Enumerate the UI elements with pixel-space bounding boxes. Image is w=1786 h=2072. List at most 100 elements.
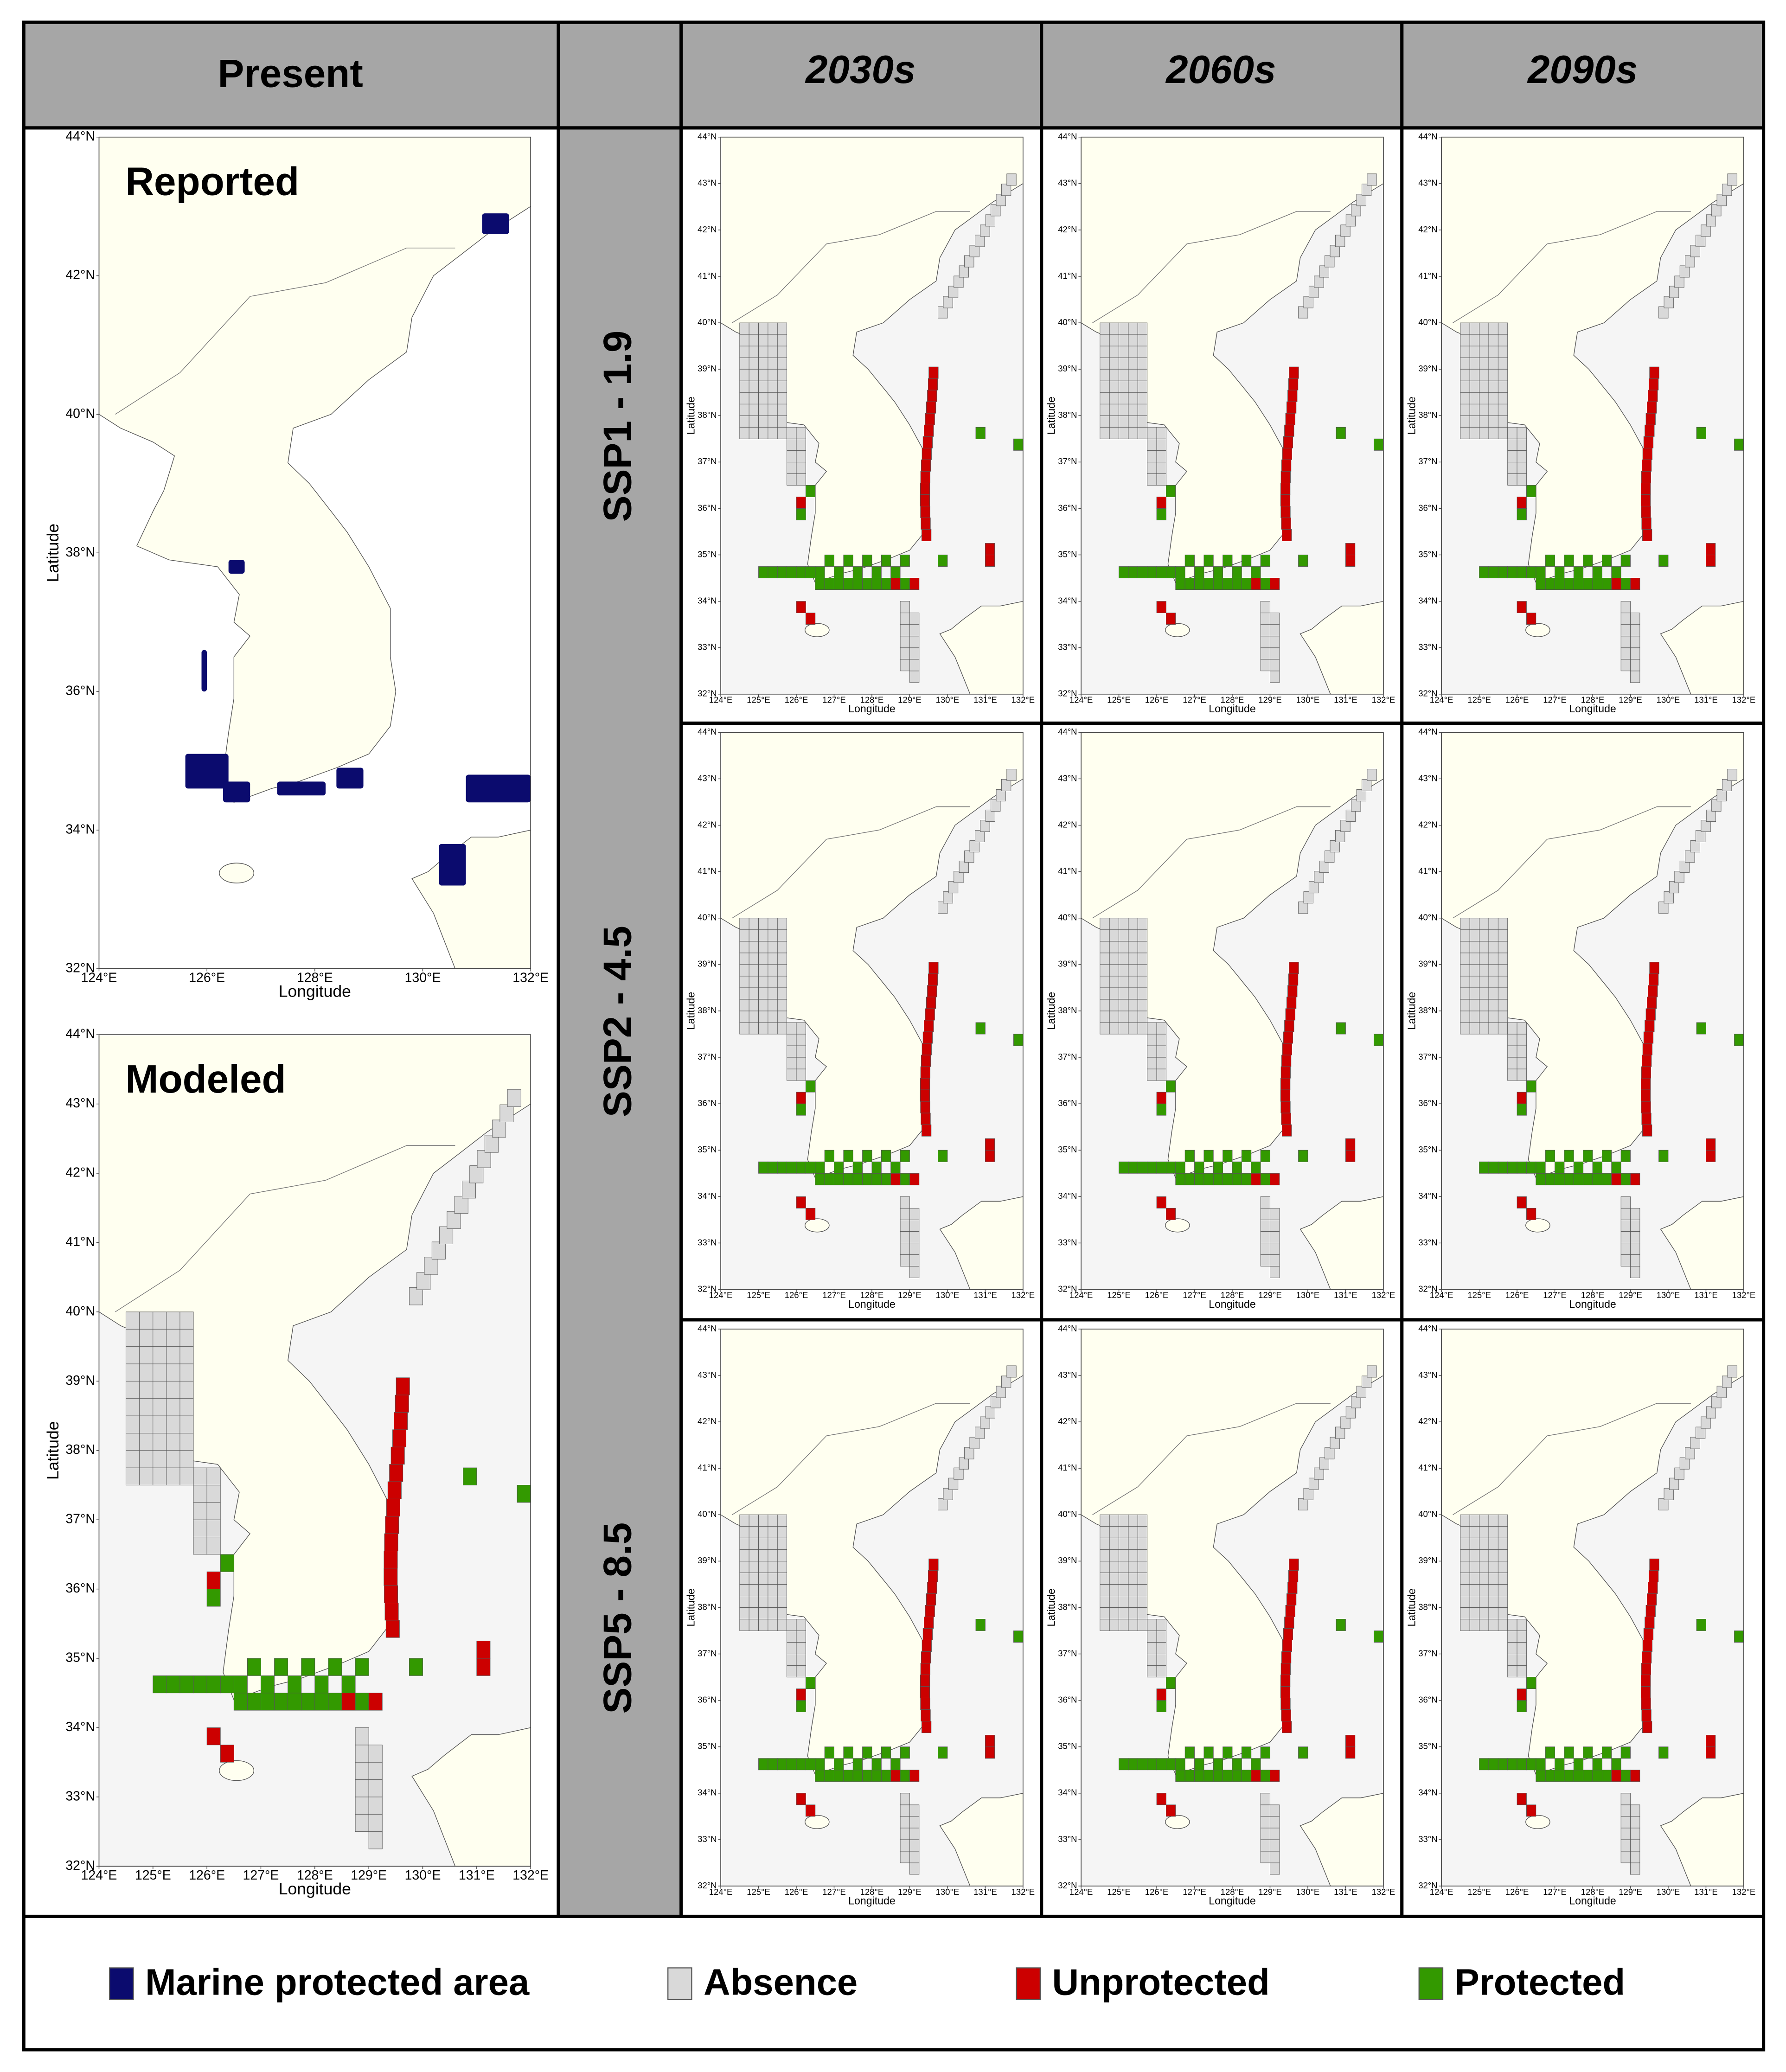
grid-cell bbox=[768, 999, 778, 1011]
grid-cell bbox=[768, 334, 778, 346]
grid-cell bbox=[996, 789, 1006, 801]
y-tick-label: 37°N bbox=[698, 456, 717, 466]
grid-cell bbox=[1165, 1208, 1176, 1220]
y-axis-title: Latitude bbox=[44, 1421, 62, 1480]
grid-cell bbox=[1460, 1607, 1470, 1619]
grid-cell bbox=[796, 1161, 806, 1174]
grid-cell bbox=[1601, 1770, 1612, 1782]
map-content bbox=[721, 1329, 1023, 1886]
grid-cell bbox=[1630, 659, 1640, 671]
grid-cell bbox=[1251, 1758, 1261, 1771]
grid-cell bbox=[1498, 1549, 1508, 1561]
grid-cell bbox=[1260, 1219, 1270, 1232]
grid-cell bbox=[1517, 1758, 1527, 1771]
grid-cell bbox=[739, 415, 749, 428]
grid-cell bbox=[1669, 286, 1679, 298]
x-tick-label: 128°E bbox=[860, 695, 884, 705]
legend-label: Absence bbox=[704, 1962, 858, 2003]
grid-cell bbox=[1284, 424, 1294, 437]
grid-cell bbox=[1679, 861, 1690, 873]
y-tick-label: 34°N bbox=[698, 1788, 717, 1797]
grid-cell bbox=[796, 1654, 806, 1666]
grid-cell bbox=[758, 1619, 768, 1631]
grid-cell bbox=[1469, 380, 1480, 393]
grid-cell bbox=[758, 1560, 768, 1573]
y-tick-label: 44°N bbox=[1418, 132, 1437, 141]
grid-cell bbox=[1498, 976, 1508, 988]
grid-cell bbox=[1669, 1477, 1679, 1490]
grid-cell bbox=[1701, 820, 1711, 832]
grid-cell bbox=[1592, 1770, 1602, 1782]
land bbox=[1660, 601, 1744, 694]
grid-cell bbox=[1564, 1150, 1574, 1162]
grid-cell bbox=[927, 1581, 937, 1594]
grid-cell bbox=[1362, 1375, 1372, 1388]
grid-cell bbox=[355, 1727, 369, 1746]
x-tick-label: 132°E bbox=[1011, 1290, 1035, 1300]
grid-cell bbox=[1488, 415, 1498, 428]
x-tick-label: 132°E bbox=[1372, 1887, 1396, 1897]
grid-cell bbox=[1620, 1746, 1631, 1759]
grid-cell bbox=[805, 1758, 816, 1771]
y-tick-label: 41°N bbox=[1418, 1463, 1437, 1472]
x-tick-label: 125°E bbox=[747, 1290, 770, 1300]
y-tick-label: 35°N bbox=[1418, 549, 1437, 559]
grid-cell bbox=[1374, 438, 1383, 451]
grid-cell bbox=[1469, 1514, 1480, 1527]
y-tick-label: 34°N bbox=[1418, 596, 1437, 606]
x-tick-label: 130°E bbox=[405, 1868, 441, 1883]
grid-cell bbox=[1592, 1161, 1602, 1174]
grid-cell bbox=[1640, 1089, 1651, 1102]
grid-cell bbox=[261, 1675, 275, 1694]
grid-cell bbox=[1137, 1595, 1148, 1608]
grid-cell bbox=[739, 345, 749, 358]
grid-cell bbox=[206, 1571, 221, 1590]
x-tick-label: 125°E bbox=[1467, 1887, 1491, 1897]
grid-cell bbox=[900, 659, 910, 671]
grid-cell bbox=[768, 322, 778, 335]
grid-cell bbox=[1674, 275, 1684, 288]
grid-cell bbox=[1367, 1365, 1377, 1378]
grid-cell bbox=[1119, 415, 1129, 428]
grid-cell bbox=[1555, 1161, 1565, 1174]
grid-cell bbox=[1137, 1514, 1148, 1527]
grid-cell bbox=[384, 1603, 399, 1621]
grid-cell bbox=[1165, 1161, 1176, 1174]
grid-cell bbox=[1251, 1173, 1261, 1185]
grid-cell bbox=[777, 1758, 787, 1771]
y-tick-label: 36°N bbox=[65, 1581, 95, 1596]
x-tick-label: 126°E bbox=[189, 971, 225, 985]
grid-cell bbox=[749, 403, 759, 416]
grid-cell bbox=[1308, 881, 1319, 894]
grid-cell bbox=[871, 1161, 882, 1174]
grid-cell bbox=[1601, 1746, 1612, 1759]
scenario-band bbox=[558, 128, 681, 1917]
grid-cell bbox=[777, 999, 787, 1011]
grid-cell bbox=[787, 461, 797, 474]
x-tick-label: 130°E bbox=[1296, 1290, 1320, 1300]
grid-cell bbox=[1641, 1113, 1652, 1125]
grid-cell bbox=[1128, 1619, 1138, 1631]
grid-cell bbox=[768, 369, 778, 381]
grid-cell bbox=[1517, 496, 1527, 509]
legend-label: Unprotected bbox=[1052, 1962, 1269, 2003]
grid-cell bbox=[1128, 345, 1138, 358]
grid-cell bbox=[1119, 1619, 1129, 1631]
grid-cell bbox=[1460, 334, 1470, 346]
grid-cell bbox=[368, 1814, 383, 1832]
grid-cell bbox=[1648, 1581, 1658, 1594]
grid-cell bbox=[900, 1804, 910, 1817]
y-tick-label: 33°N bbox=[1058, 1834, 1077, 1844]
map-panel: 44°N43°N42°N41°N40°N39°N38°N37°N36°N35°N… bbox=[685, 727, 1035, 1310]
grid-cell bbox=[909, 1851, 920, 1863]
grid-cell bbox=[1620, 1173, 1631, 1185]
grid-cell bbox=[1498, 941, 1508, 953]
grid-cell bbox=[1630, 636, 1640, 648]
grid-cell bbox=[1649, 366, 1659, 379]
grid-cell bbox=[1469, 987, 1480, 1000]
y-tick-label: 35°N bbox=[1058, 549, 1077, 559]
x-axis-title: Longitude bbox=[848, 1894, 896, 1906]
grid-cell bbox=[1488, 380, 1498, 393]
map-content bbox=[1081, 732, 1383, 1290]
grid-cell bbox=[166, 1381, 180, 1399]
